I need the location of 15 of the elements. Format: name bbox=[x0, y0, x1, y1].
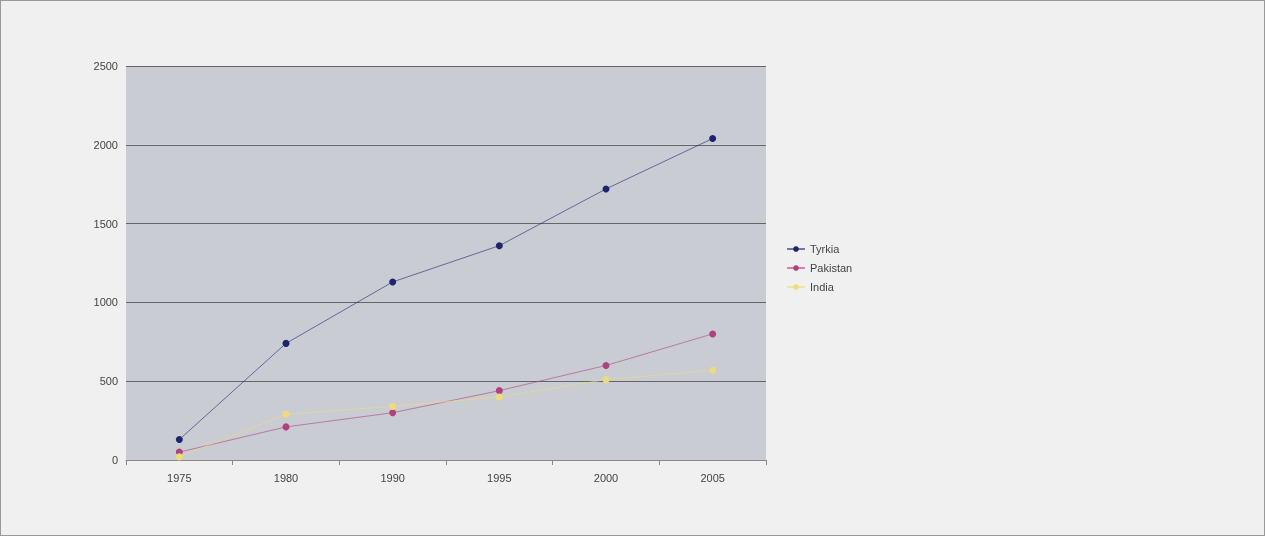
y-tick-label: 1000 bbox=[93, 296, 118, 309]
y-tick-label: 2500 bbox=[93, 60, 118, 72]
y-tick-label: 2000 bbox=[93, 138, 118, 151]
legend-label: Tyrkia bbox=[810, 243, 841, 255]
x-tick-label: 1995 bbox=[487, 471, 512, 484]
y-tick-label: 1500 bbox=[93, 217, 118, 230]
y-tick-label: 0 bbox=[111, 454, 118, 466]
legend-label: India bbox=[810, 281, 835, 293]
legend-label: Pakistan bbox=[810, 262, 853, 274]
x-tick-label: 1980 bbox=[273, 471, 299, 484]
x-tick-label: 2000 bbox=[593, 471, 619, 484]
x-tick-label: 1990 bbox=[380, 471, 405, 484]
x-tick-label: 2005 bbox=[700, 471, 725, 484]
x-tick-label: 1975 bbox=[167, 471, 192, 484]
y-tick-label: 500 bbox=[99, 375, 118, 388]
